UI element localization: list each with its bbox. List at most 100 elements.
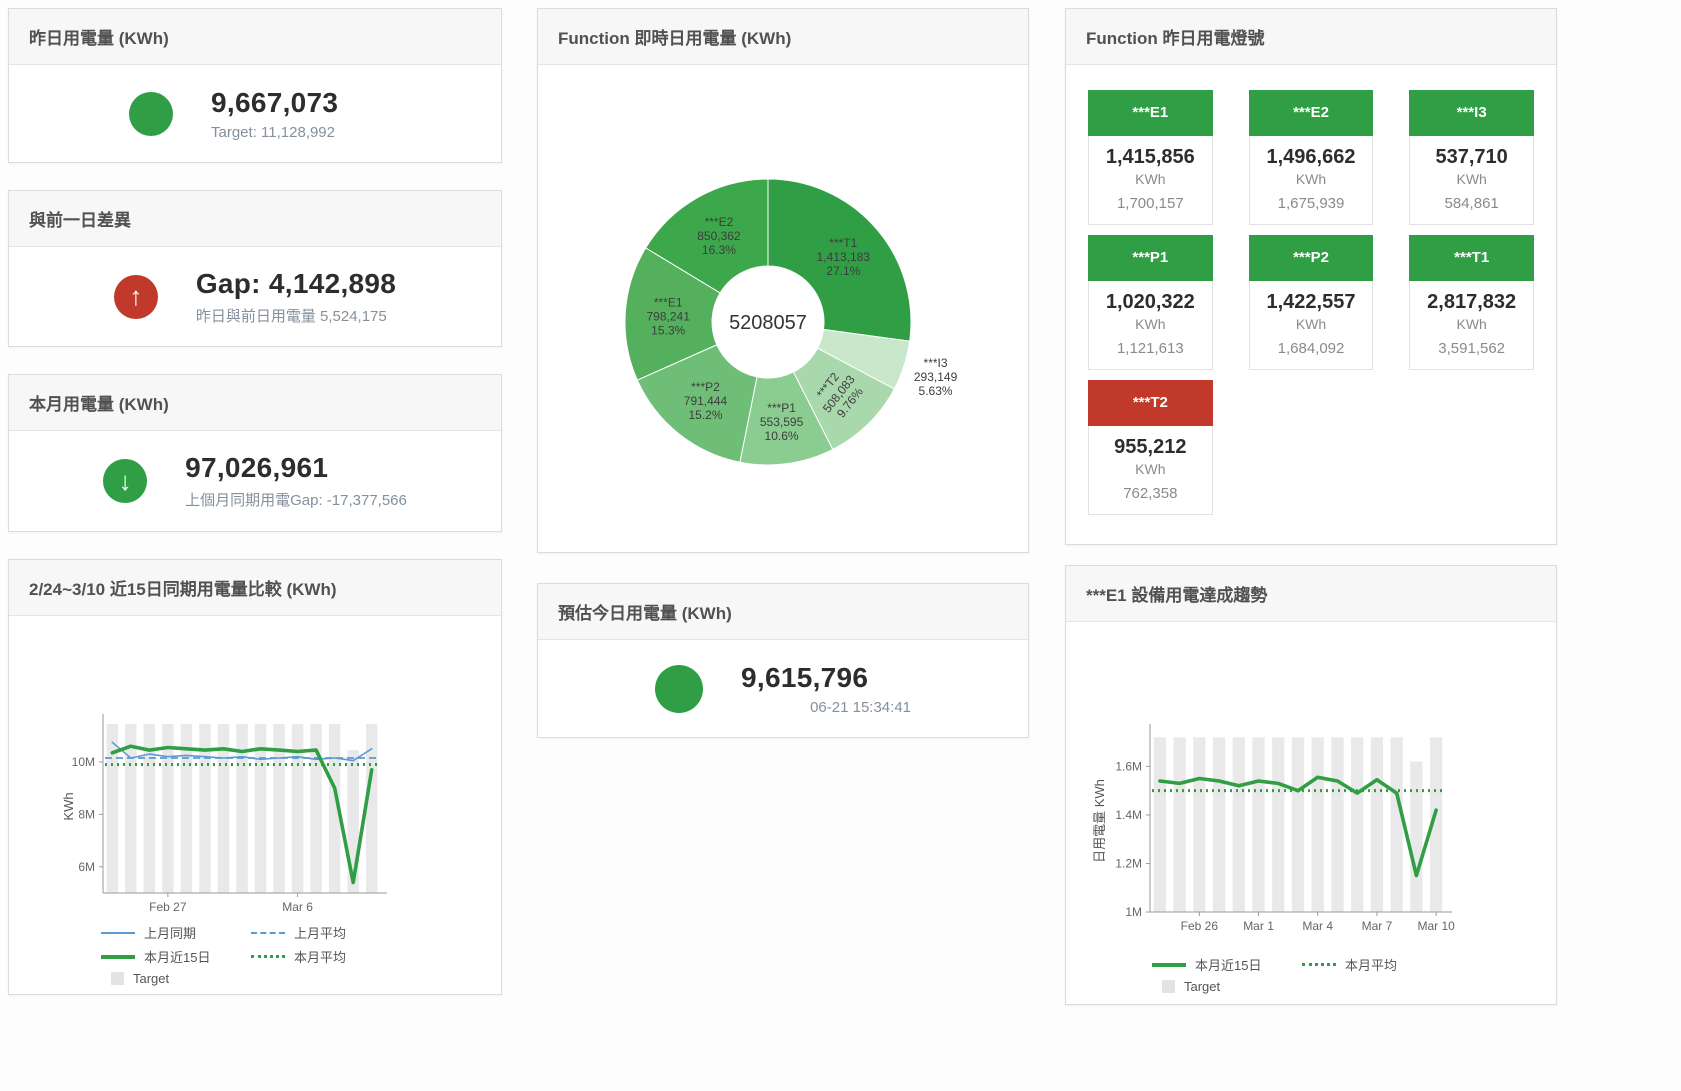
card-15day-comparison-chart: 2/24~3/10 近15日同期用電量比較 (KWh) 6M 8M 10M Feb 2… [8,559,502,995]
arrow-up-icon: ↑ [113,274,158,319]
tile-target: 1,684,092 [1277,340,1345,357]
target-bar [236,723,248,893]
target-bar [1390,737,1403,912]
card-today-estimate: 預估今日用電量 (KWh) 9,615,796 06-21 15:34:41 [537,583,1029,738]
kpi-row: 9,615,796 06-21 15:34:41 [538,640,1028,737]
legend-label: Target [133,971,170,986]
card-title: Function 昨日用電燈號 [1086,29,1265,48]
target-bar [365,723,378,893]
light-tile-grid: ***E1 1,415,856 KWh 1,700,157 ***E2 1,49… [1066,65,1556,540]
card-title: 2/24~3/10 近15日同期用電量比較 (KWh) [29,580,337,599]
target-bar [125,723,137,893]
tile-target: 1,675,939 [1277,195,1345,212]
target-bar [1370,737,1384,912]
x-tick-label: Feb 27 [149,900,187,914]
tile-body: 1,020,322 KWh 1,121,613 [1088,281,1213,370]
kpi-subtitle: 06-21 15:34:41 [810,698,911,716]
legend-item: 上月同期 [101,923,251,942]
card-title: ***E1 設備用電達成趨勢 [1086,586,1268,605]
tile-target: 1,121,613 [1116,340,1184,357]
donut-slice-label: ***E2 850,362 16.3% [697,215,741,257]
legend-swatch-target [111,972,124,985]
kpi-row: ↑ Gap: 4,142,898 昨日與前日用電量 5,524,175 [9,247,501,346]
tile-unit: KWh [1135,171,1166,187]
comparison-chart: 6M 8M 10M Feb 27 Mar 6 KWh [61,714,387,914]
comparison-chart-legend: 上月同期 上月平均 本月近15日 本月平均 Target [101,923,501,986]
tile-value: 955,212 [1114,436,1187,458]
tile-value: 537,710 [1435,146,1508,168]
card-header: ***E1 設備用電達成趨勢 [1066,566,1556,622]
legend-label: Target [1184,979,1221,994]
tile-target: 1,700,157 [1116,195,1184,212]
kpi-subtitle: 上個月同期用電Gap: -17,377,566 [185,492,407,509]
x-tick-label: Mar 6 [282,900,313,914]
card-realtime-donut: Function 即時日用電量 (KWh) ***T1 1,413,183 27.1… [537,8,1029,553]
card-yesterday-lights: Function 昨日用電燈號 ***E1 1,415,856 KWh 1,70… [1065,8,1557,545]
tile-body: 1,422,557 KWh 1,684,092 [1248,281,1374,370]
tile-value: 2,817,832 [1427,291,1517,313]
target-bar [254,723,267,893]
y-tick-label: 1.2M [1115,856,1142,870]
target-bar [1232,737,1245,912]
target-bar [1351,737,1364,912]
card-e1-trend-chart: ***E1 設備用電達成趨勢 1M 1.2M 1.4M 1.6M Feb 26 Mar 1… [1065,565,1557,1005]
series-line-thick [110,744,374,885]
y-axis-label: KWh [61,792,76,820]
kpi-text: 9,667,073 Target: 11,128,992 [211,87,381,141]
legend-swatch-target [1162,980,1175,993]
donut-slice-label: ***T2508,0839.76% [809,364,869,424]
donut-slice-E2 [645,178,769,294]
legend-item: 本月平均 [1302,955,1556,974]
kpi-text: 97,026,961 上個月同期用電Gap: -17,377,566 [185,452,407,510]
kpi-value: 97,026,961 [185,452,329,483]
legend-label: 本月平均 [1345,958,1398,973]
target-bar [1153,737,1166,912]
target-bar [143,723,156,893]
tile-value: 1,020,322 [1105,291,1195,313]
card-title: 昨日用電量 (KWh) [29,29,169,48]
kpi-row: ↓ 97,026,961 上個月同期用電Gap: -17,377,566 [9,431,501,531]
target-bar [1291,737,1305,912]
donut-slice-T1 [767,178,912,342]
target-bar [310,723,322,893]
donut-slice-label: ***E1 798,241 15.3% [647,296,691,338]
y-tick-label: 10M [72,755,95,769]
donut-center-total: 5208057 [729,312,807,334]
light-tile: ***E1 1,415,856 KWh 1,700,157 [1088,90,1213,225]
light-tile: ***T1 2,817,832 KWh 3,591,562 [1409,235,1534,370]
donut-slice-E1 [624,247,721,381]
kpi-subtitle: Target: 11,128,992 [211,123,335,141]
legend-swatch-dotted [1302,963,1336,966]
target-bar [347,750,359,893]
kpi-subtitle: 昨日與前日用電量 5,524,175 [195,307,387,325]
light-tile: ***P1 1,020,322 KWh 1,121,613 [1088,235,1213,370]
light-tile: ***I3 537,710 KWh 584,861 [1409,90,1534,225]
target-bar [162,723,174,893]
e1-trend-chart: 1M 1.2M 1.4M 1.6M Feb 26 Mar 1 Mar 4 Mar 7 Mar 1… [1092,724,1455,933]
legend-label: 本月近15日 [144,950,211,965]
kpi-value: 9,615,796 [741,661,869,693]
e1-trend-chart-legend: 本月近15日 本月平均 Target [1152,955,1556,994]
legend-swatch-thin [101,931,135,934]
x-tick-label: Mar 4 [1302,919,1333,933]
tile-body: 955,212 KWh 762,358 [1088,426,1213,515]
target-bar [1430,737,1443,912]
light-tile: ***E2 1,496,662 KWh 1,675,939 [1248,90,1374,225]
card-title: Function 即時日用電量 (KWh) [558,29,792,48]
legend-item: 本月近15日 [101,947,251,966]
card-day-gap: 與前一日差異 ↑ Gap: 4,142,898 昨日與前日用電量 5,524,1… [8,190,502,347]
arrow-up-glyph: ↑ [129,281,143,311]
target-bar [291,723,304,893]
tile-unit: KWh [1295,316,1327,332]
light-tile: ***T2 955,212 KWh 762,358 [1088,380,1213,515]
donut-slice-label: ***T1 1,413,183 27.1% [817,236,871,278]
tile-value: 1,496,662 [1266,146,1356,168]
donut-slice-label: ***P1 553,595 10.6% [760,401,804,443]
kpi-value: 9,667,073 [211,86,339,118]
legend-swatch-dashed [251,931,285,934]
target-bar [106,723,119,893]
donut-slice-label: ***I3 293,149 5.63% [914,356,958,398]
tile-target: 3,591,562 [1438,340,1506,357]
card-header: 昨日用電量 (KWh) [9,9,501,65]
tile-name: ***T2 [1088,380,1213,426]
